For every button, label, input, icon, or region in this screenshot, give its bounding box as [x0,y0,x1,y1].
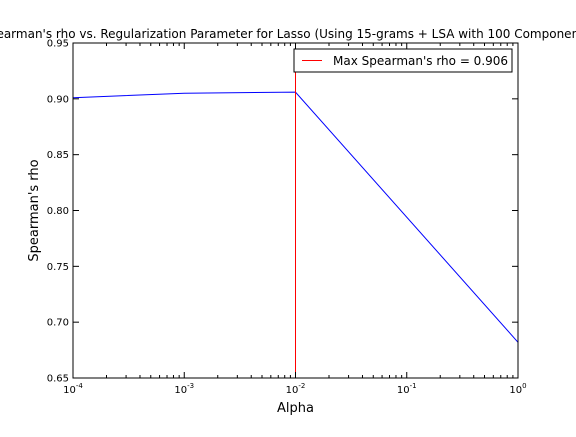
x-tick-label: 10-2 [286,382,306,396]
y-tick-label: 0.80 [47,206,69,217]
x-tick-label: 10-4 [63,382,83,396]
chart-title: Spearman's rho vs. Regularization Parame… [0,27,576,41]
y-tick-label: 0.75 [47,262,69,273]
y-axis-label: Spearman's rho [27,159,42,261]
legend-box [293,48,513,73]
x-tick-label: 100 [509,382,526,396]
plot-area [72,43,519,378]
x-tick-label: 10-1 [397,382,417,396]
legend: Max Spearman's rho = 0.906 [293,48,513,73]
y-tick-label: 0.85 [47,150,69,161]
y-tick-label: 0.65 [47,374,69,385]
series-line-0 [72,91,519,343]
x-axis-label: Alpha [277,401,314,416]
y-axis-ticks: 0.65 0.70 0.75 0.80 0.85 0.90 0.95 [47,39,518,385]
x-tick-label: 10-3 [174,382,194,396]
y-tick-label: 0.95 [47,39,69,50]
y-tick-label: 0.70 [47,318,69,329]
y-tick-label: 0.90 [47,94,69,105]
x-axis-ticks: 10-4 10-3 10-2 10-1 100 [63,43,527,396]
legend-label: Max Spearman's rho = 0.906 [333,54,508,68]
